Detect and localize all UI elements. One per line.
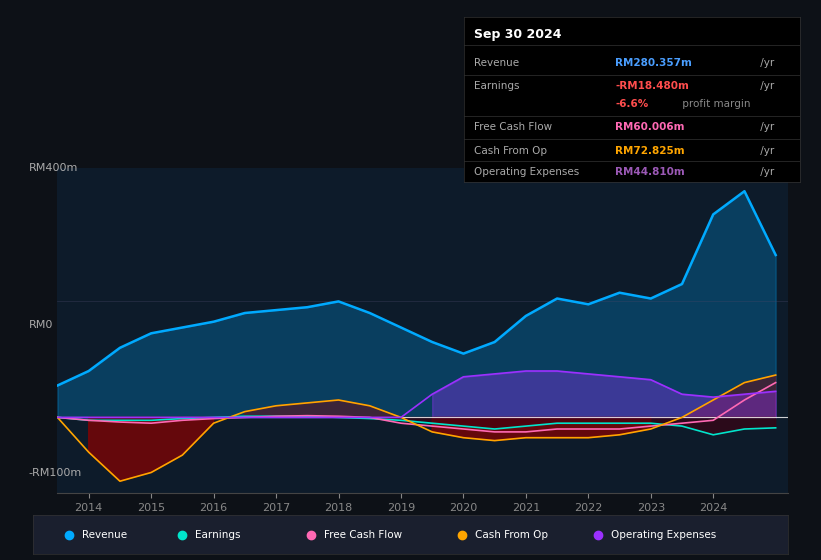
Text: RM0: RM0 [29, 320, 53, 330]
Text: profit margin: profit margin [679, 99, 750, 109]
Text: -RM18.480m: -RM18.480m [616, 81, 689, 91]
Text: Revenue: Revenue [82, 530, 127, 540]
Text: Free Cash Flow: Free Cash Flow [323, 530, 401, 540]
Text: Cash From Op: Cash From Op [475, 530, 548, 540]
Text: Revenue: Revenue [474, 58, 519, 68]
Text: /yr: /yr [757, 167, 774, 177]
Text: RM280.357m: RM280.357m [616, 58, 692, 68]
Text: Sep 30 2024: Sep 30 2024 [474, 29, 562, 41]
Text: Operating Expenses: Operating Expenses [611, 530, 716, 540]
Text: RM72.825m: RM72.825m [616, 146, 685, 156]
Text: Earnings: Earnings [195, 530, 241, 540]
Text: -6.6%: -6.6% [616, 99, 649, 109]
Text: RM400m: RM400m [29, 163, 78, 173]
Text: /yr: /yr [757, 146, 774, 156]
Text: /yr: /yr [757, 81, 774, 91]
Text: Cash From Op: Cash From Op [474, 146, 547, 156]
Text: RM44.810m: RM44.810m [616, 167, 685, 177]
Text: Earnings: Earnings [474, 81, 520, 91]
Text: -RM100m: -RM100m [29, 468, 82, 478]
Text: Free Cash Flow: Free Cash Flow [474, 123, 552, 133]
Text: /yr: /yr [757, 123, 774, 133]
Text: Operating Expenses: Operating Expenses [474, 167, 579, 177]
Text: /yr: /yr [757, 58, 774, 68]
Text: RM60.006m: RM60.006m [616, 123, 685, 133]
